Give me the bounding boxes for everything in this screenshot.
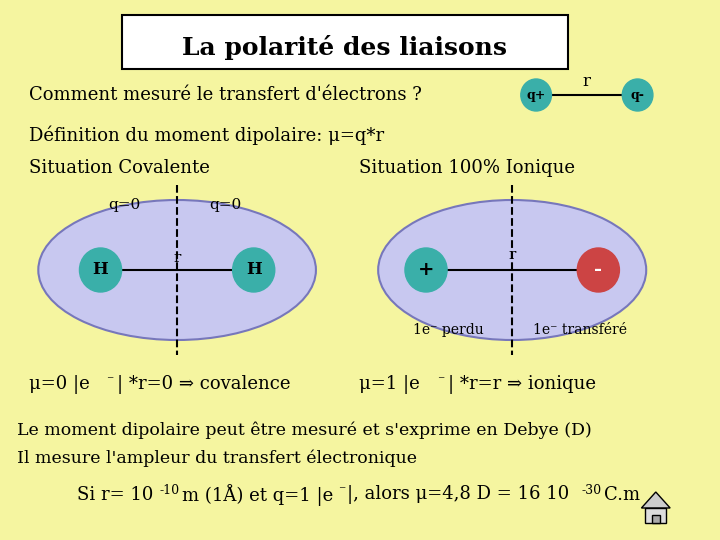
Text: q=0: q=0 [108, 198, 140, 212]
Text: H: H [93, 261, 109, 279]
FancyBboxPatch shape [645, 508, 666, 523]
Circle shape [79, 248, 122, 292]
Text: Situation 100% Ionique: Situation 100% Ionique [359, 159, 575, 177]
Text: μ=0 |e: μ=0 |e [29, 375, 89, 395]
Ellipse shape [378, 200, 647, 340]
Circle shape [233, 248, 275, 292]
Text: ⁻: ⁻ [438, 374, 445, 388]
FancyBboxPatch shape [652, 515, 660, 523]
Circle shape [577, 248, 619, 292]
Text: C.m: C.m [604, 486, 640, 504]
Text: q-: q- [631, 89, 644, 102]
Text: Situation Covalente: Situation Covalente [29, 159, 210, 177]
Circle shape [521, 79, 552, 111]
Text: La polarité des liaisons: La polarité des liaisons [182, 35, 507, 59]
Text: +: + [418, 261, 434, 279]
Circle shape [405, 248, 447, 292]
Text: ⁻: ⁻ [338, 484, 346, 498]
Text: Si r= 10: Si r= 10 [76, 486, 153, 504]
Text: q+: q+ [526, 89, 546, 102]
Text: m (1Å) et q=1 |e: m (1Å) et q=1 |e [182, 484, 333, 506]
Ellipse shape [38, 200, 316, 340]
Polygon shape [642, 492, 670, 508]
Text: 1e⁻ transféré: 1e⁻ transféré [534, 323, 627, 337]
Text: Il mesure l'ampleur du transfert électronique: Il mesure l'ampleur du transfert électro… [17, 449, 417, 467]
Text: 1e⁻ perdu: 1e⁻ perdu [413, 323, 483, 337]
Text: r: r [583, 73, 591, 91]
Text: |, alors μ=4,8 D = 16 10: |, alors μ=4,8 D = 16 10 [346, 485, 569, 504]
Text: H: H [246, 261, 261, 279]
Text: -30: -30 [581, 483, 601, 496]
Text: Le moment dipolaire peut être mesuré et s'exprime en Debye (D): Le moment dipolaire peut être mesuré et … [17, 421, 592, 438]
Text: Définition du moment dipolaire: μ=q*r: Définition du moment dipolaire: μ=q*r [29, 125, 384, 145]
Text: | *r=r ⇒ ionique: | *r=r ⇒ ionique [448, 375, 596, 395]
Text: -: - [594, 261, 603, 279]
Circle shape [622, 79, 653, 111]
Text: | *r=0 ⇒ covalence: | *r=0 ⇒ covalence [117, 375, 290, 395]
Text: Comment mesuré le transfert d'électrons ?: Comment mesuré le transfert d'électrons … [29, 86, 422, 104]
Text: ⁻: ⁻ [107, 374, 114, 388]
FancyBboxPatch shape [122, 15, 567, 69]
Text: q=0: q=0 [209, 198, 241, 212]
Text: r: r [174, 251, 181, 265]
Text: r: r [508, 248, 516, 262]
Text: μ=1 |e: μ=1 |e [359, 375, 420, 395]
Text: -10: -10 [160, 483, 180, 496]
